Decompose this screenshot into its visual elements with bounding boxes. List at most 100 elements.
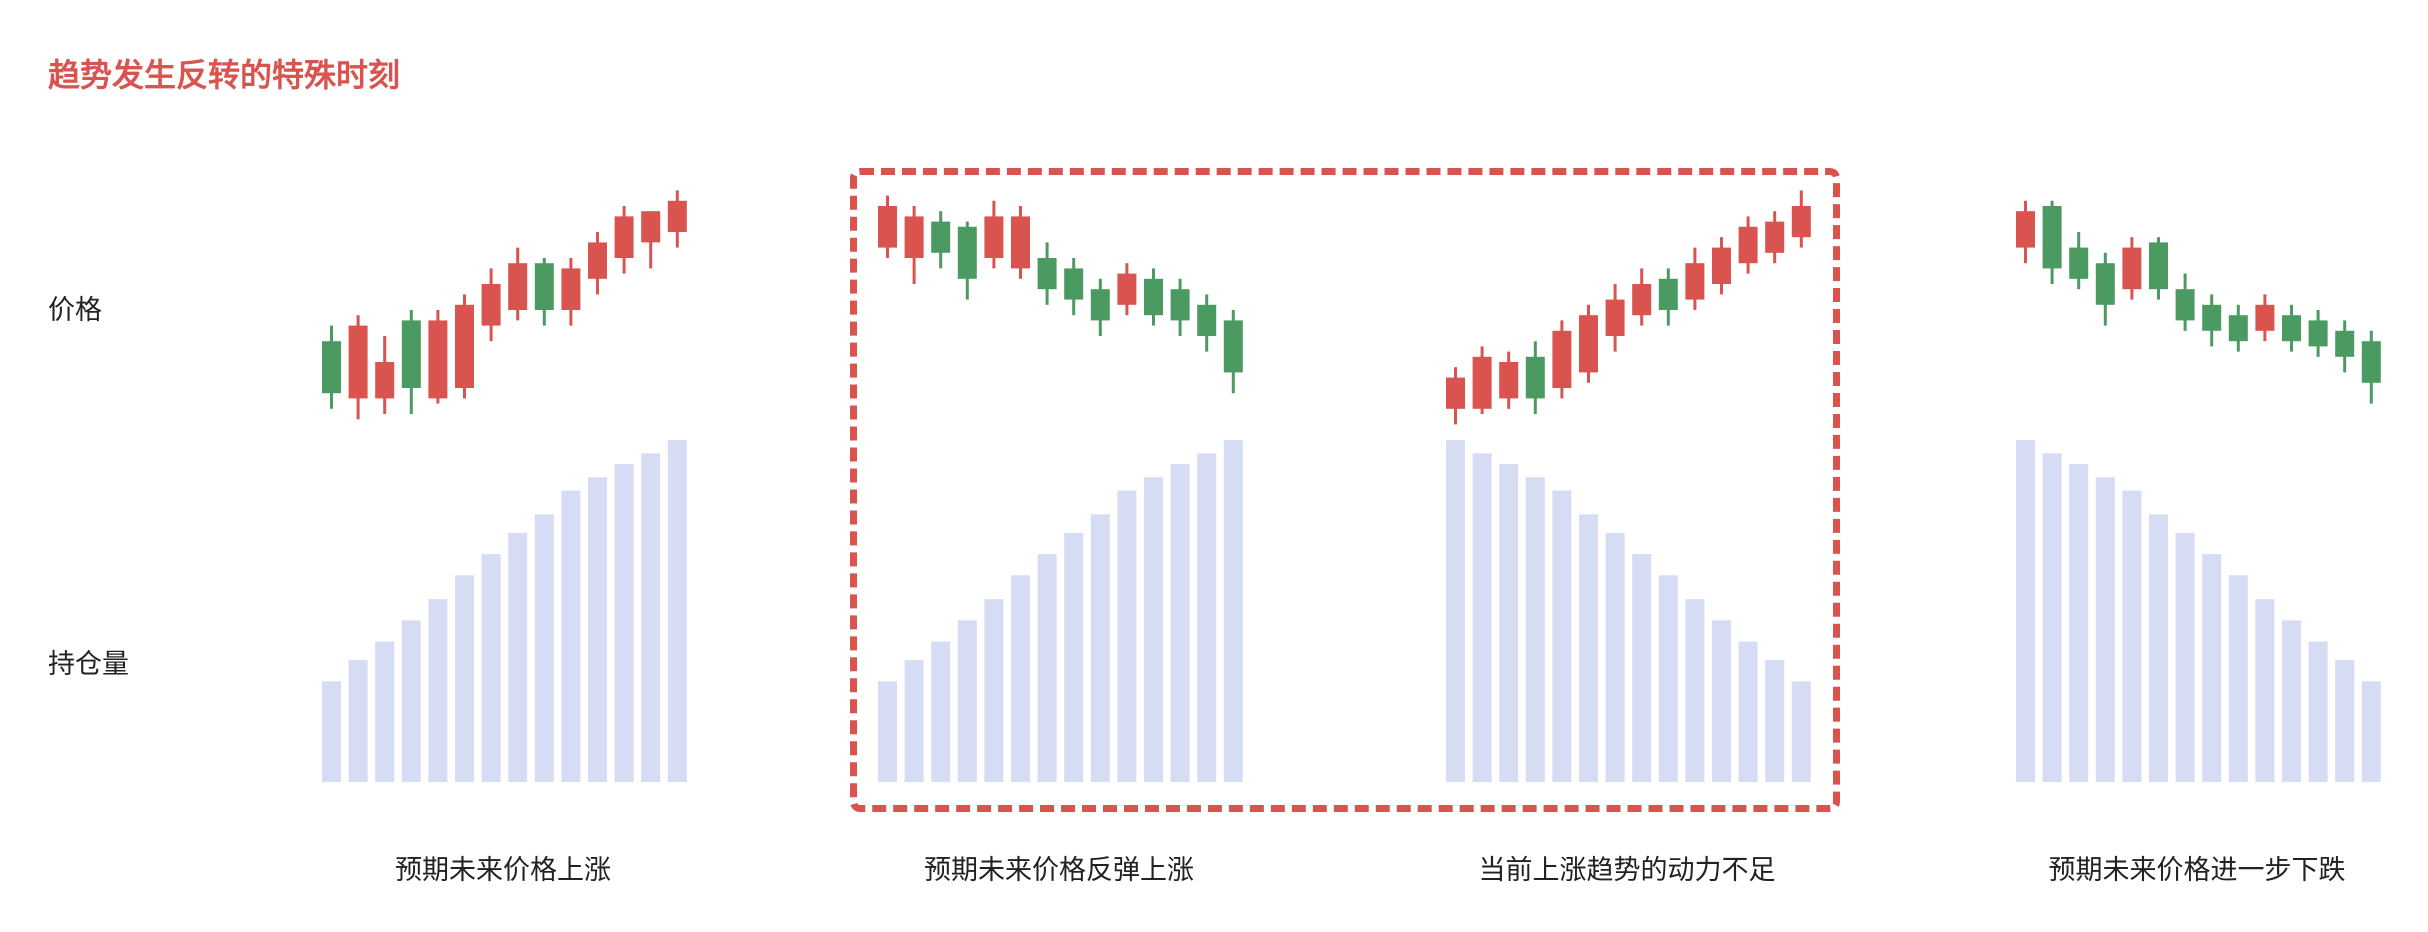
chart-title: 趋势发生反转的特殊时刻 [48,56,401,94]
open-interest-bar [2202,554,2222,782]
open-interest-bar [1197,453,1217,782]
candle-up [348,325,368,399]
highlight-box [850,168,1840,812]
candle-up [1117,273,1137,305]
open-interest-bar [1765,660,1785,782]
open-interest-bar [481,554,501,782]
candle-down [1064,268,1084,300]
panel-uptrend-rising-oi: 预期未来价格上涨 [318,0,688,932]
candle-down [1037,258,1057,290]
open-interest-bar [1037,554,1057,782]
open-interest-bar [1712,620,1731,782]
open-interest-bar [1552,490,1572,782]
candle-down [2282,315,2301,342]
open-interest-bar [2228,575,2248,782]
candle-up [1446,377,1465,409]
candle-up [1499,362,1519,399]
open-interest-bar [588,477,607,782]
open-interest-bar [1685,599,1705,782]
candle-up [508,263,528,310]
candle-up [561,268,581,310]
open-interest-bar [1064,532,1084,782]
open-interest-bar [1658,575,1678,782]
open-interest-bar [1090,514,1110,782]
open-interest-bar [1011,575,1030,782]
candle-down [2202,304,2222,331]
candle-down [1197,304,1217,336]
candle-up [1605,299,1625,336]
candle-up [1685,263,1705,300]
open-interest-bar [1525,477,1545,782]
open-interest-bar [1472,453,1492,782]
panel-caption: 预期未来价格反弹上涨 [924,855,1194,886]
candle-up [428,320,448,399]
candle-up [878,206,897,248]
candle-down [1170,289,1190,321]
candle-up [614,216,634,258]
open-interest-bar [401,620,421,782]
open-interest-bar [1223,440,1243,782]
candle-up [455,304,474,388]
open-interest-bar [508,532,528,782]
panel-chart-svg [322,190,687,782]
open-interest-bar [984,599,1004,782]
panel-uptrend-falling-oi: 当前上涨趋势的动力不足 [1442,0,1812,932]
panel-downtrend-rising-oi: 预期未来价格反弹上涨 [874,0,1244,932]
open-interest-bar [904,660,924,782]
candle-up [984,216,1004,258]
candle-up [588,242,607,279]
panel-chart-svg [2016,200,2381,782]
open-interest-bar [1170,464,1190,782]
panel-caption: 预期未来价格上涨 [395,855,611,886]
candle-down [322,341,341,394]
panel-caption: 预期未来价格进一步下跌 [2048,855,2346,886]
candle-up [2255,304,2275,331]
open-interest-bar [534,514,554,782]
candle-up [375,362,395,399]
candle-up [2016,211,2035,248]
candle-down [957,226,977,279]
open-interest-bar [2308,641,2328,782]
panel-caption: 当前上涨趋势的动力不足 [1478,855,1776,886]
open-interest-bar [322,681,341,782]
open-interest-bar [2069,464,2089,782]
open-interest-bar [614,464,634,782]
candle-down [401,320,421,388]
open-interest-bar [1632,554,1652,782]
candle-up [1738,226,1758,264]
candle-down [2149,242,2168,290]
open-interest-bar [1499,464,1519,782]
candle-up [1472,356,1492,409]
panel-downtrend-falling-oi: 预期未来价格进一步下跌 [2012,0,2382,932]
candle-up [1791,206,1811,238]
panel-chart-svg [878,195,1243,782]
candle-down [534,263,554,310]
candle-down [1090,289,1110,321]
candle-down [1223,320,1243,373]
panel-chart-svg [1446,190,1811,782]
open-interest-bar [878,681,897,782]
open-interest-bar [2335,660,2355,782]
candle-up [1765,221,1785,253]
open-interest-bar [375,641,395,782]
open-interest-bar [667,440,687,782]
open-interest-bar [1579,514,1598,782]
open-interest-bar [428,599,448,782]
candle-up [1011,216,1030,269]
open-interest-bar [348,660,368,782]
open-interest-bar [1791,681,1811,782]
candle-down [2042,206,2062,269]
candle-down [2308,320,2328,347]
open-interest-bar [1738,641,1758,782]
open-interest-bar [561,490,581,782]
candle-down [2069,247,2089,279]
price-row-label: 价格 [48,295,102,326]
candle-down [1658,278,1678,310]
candle-down [1525,356,1545,399]
open-interest-bar [1605,532,1625,782]
open-interest-bar [1446,440,1465,782]
candle-up [1712,247,1731,284]
candle-down [1144,278,1163,316]
open-interest-bar [2149,514,2168,782]
candle-down [2175,289,2195,321]
